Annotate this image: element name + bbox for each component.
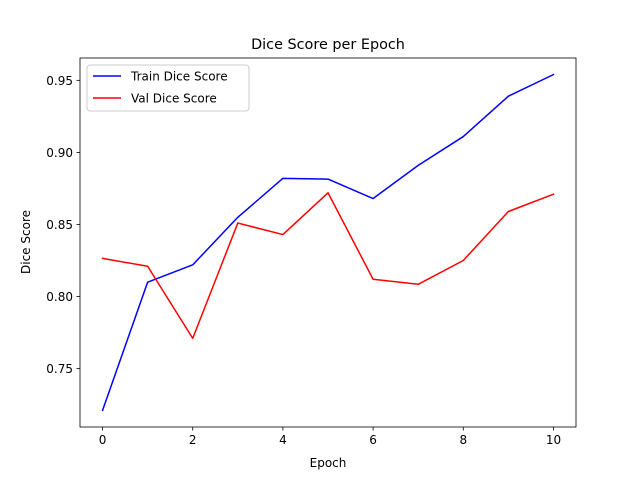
y-tick-label: 0.75 xyxy=(46,362,73,376)
y-tick-label: 0.85 xyxy=(46,218,73,232)
y-tick-label: 0.80 xyxy=(46,290,73,304)
x-tick-label: 8 xyxy=(459,433,467,447)
x-tick-label: 10 xyxy=(546,433,561,447)
y-tick-label: 0.90 xyxy=(46,146,73,160)
legend-box xyxy=(86,64,250,112)
series-line-0 xyxy=(101,73,555,412)
legend-label-1: Val Dice Score xyxy=(131,92,217,106)
x-tick-label: 4 xyxy=(279,433,287,447)
series-line-1 xyxy=(101,192,555,340)
legend-label-0: Train Dice Score xyxy=(130,70,228,84)
x-tick-label: 0 xyxy=(99,433,107,447)
y-tick-label: 0.95 xyxy=(46,74,73,88)
plot-area: 0 2 4 6 8 10 0.75 0.80 0.85 0.90 0.95 Train Dice Sc… xyxy=(46,57,577,447)
legend: Train Dice Score Val Dice Score xyxy=(86,64,250,112)
x-tick-label: 2 xyxy=(189,433,197,447)
x-tick-label: 6 xyxy=(369,433,377,447)
chart-title: Dice Score per Epoch xyxy=(251,37,405,53)
y-axis-label: Dice Score xyxy=(19,210,33,274)
axes-frame xyxy=(79,57,577,428)
x-axis-label: Epoch xyxy=(310,456,347,470)
